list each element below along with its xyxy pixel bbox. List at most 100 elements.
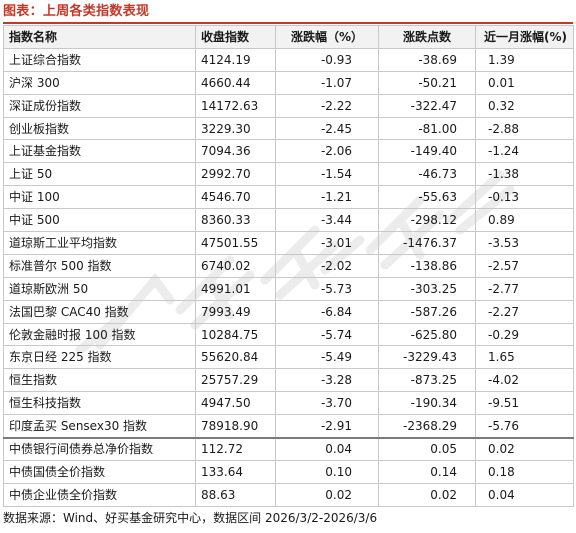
cell-pct: 0.02	[275, 483, 379, 507]
cell-close: 25757.29	[195, 368, 276, 393]
cell-close: 4546.70	[195, 185, 276, 210]
cell-month: -0.29	[475, 323, 574, 347]
cell-close: 78918.90	[195, 414, 276, 439]
cell-pts: 0.14	[378, 460, 476, 484]
table-row: 中债企业债全价指数 88.63 0.02 0.02 0.04	[3, 483, 574, 507]
cell-name: 道琼斯欧洲 50	[3, 277, 196, 301]
table-row: 中债银行间债券总净价指数 112.72 0.04 0.05 0.02	[3, 436, 574, 461]
table-row: 印度孟买 Sensex30 指数 78918.90 -2.91 -2368.29 -5.…	[3, 414, 574, 439]
header-pts: 涨跌点数	[378, 25, 476, 49]
cell-close: 55620.84	[195, 345, 276, 370]
cell-pts: -190.34	[378, 391, 476, 416]
cell-month: 0.32	[475, 94, 574, 118]
header-name: 指数名称	[3, 25, 196, 49]
cell-pct: -0.93	[275, 48, 379, 72]
cell-name: 上证基金指数	[3, 139, 196, 164]
table-row: 中债国债全价指数 133.64 0.10 0.14 0.18	[3, 460, 574, 484]
cell-month: 1.39	[475, 48, 574, 72]
table-row: 伦敦金融时报 100 指数 10284.75 -5.74 -625.80 -0.29	[3, 323, 574, 347]
table-row: 法国巴黎 CAC40 指数 7993.49 -6.84 -587.26 -2.27	[3, 300, 574, 324]
table-row: 上证综合指数 4124.19 -0.93 -38.69 1.39	[3, 48, 574, 72]
cell-name: 中证 100	[3, 185, 196, 210]
cell-pts: -46.73	[378, 162, 476, 187]
table-row: 标准普尔 500 指数 6740.02 -2.02 -138.86 -2.57	[3, 254, 574, 278]
cell-month: 0.89	[475, 208, 574, 233]
cell-pct: -2.22	[275, 94, 379, 118]
source-note: 数据来源：Wind、好买基金研究中心，数据区间 2026/3/2-2026/3/…	[3, 511, 378, 525]
cell-pts: -873.25	[378, 368, 476, 393]
cell-month: -2.57	[475, 254, 574, 278]
cell-pts: 0.05	[378, 436, 476, 461]
cell-month: 0.02	[475, 436, 574, 461]
header-pct: 涨跌幅（%）	[275, 25, 379, 49]
cell-pct: -5.73	[275, 277, 379, 301]
cell-name: 恒生指数	[3, 368, 196, 393]
cell-month: -5.76	[475, 414, 574, 439]
header-close: 收盘指数	[195, 25, 276, 49]
cell-month: -2.77	[475, 277, 574, 301]
header-row: 指数名称 收盘指数 涨跌幅（%） 涨跌点数 近一月涨幅(%)	[3, 25, 574, 49]
cell-month: -2.27	[475, 300, 574, 324]
cell-name: 沪深 300	[3, 71, 196, 95]
cell-month: -1.38	[475, 162, 574, 187]
table-row: 道琼斯欧洲 50 4991.01 -5.73 -303.25 -2.77	[3, 277, 574, 301]
cell-pct: -6.84	[275, 300, 379, 324]
table-row: 创业板指数 3229.30 -2.45 -81.00 -2.88	[3, 117, 574, 141]
cell-pts: -81.00	[378, 117, 476, 141]
cell-name: 东京日经 225 指数	[3, 345, 196, 370]
cell-pts: -50.21	[378, 71, 476, 95]
cell-close: 112.72	[195, 436, 276, 461]
cell-name: 上证 50	[3, 162, 196, 187]
cell-month: -1.24	[475, 139, 574, 164]
cell-pts: -38.69	[378, 48, 476, 72]
cell-pct: -3.70	[275, 391, 379, 416]
cell-close: 88.63	[195, 483, 276, 507]
cell-pct: -2.91	[275, 414, 379, 439]
cell-pts: -322.47	[378, 94, 476, 118]
cell-pts: -1476.37	[378, 231, 476, 255]
cell-name: 创业板指数	[3, 117, 196, 141]
cell-close: 10284.75	[195, 323, 276, 347]
table-row: 恒生科技指数 4947.50 -3.70 -190.34 -9.51	[3, 391, 574, 416]
cell-close: 7094.36	[195, 139, 276, 164]
cell-pct: -5.49	[275, 345, 379, 370]
header-month: 近一月涨幅(%)	[475, 25, 574, 49]
cell-month: -3.53	[475, 231, 574, 255]
cell-close: 4124.19	[195, 48, 276, 72]
cell-pts: -625.80	[378, 323, 476, 347]
cell-pct: -2.02	[275, 254, 379, 278]
cell-month: -4.02	[475, 368, 574, 393]
table-row: 上证 50 2992.70 -1.54 -46.73 -1.38	[3, 162, 574, 187]
cell-pct: -1.54	[275, 162, 379, 187]
figure-title: 图表：上周各类指数表现	[3, 4, 150, 19]
cell-pct: -3.28	[275, 368, 379, 393]
cell-pts: -3229.43	[378, 345, 476, 370]
cell-close: 3229.30	[195, 117, 276, 141]
table-row: 沪深 300 4660.44 -1.07 -50.21 0.01	[3, 71, 574, 95]
cell-pct: -2.06	[275, 139, 379, 164]
cell-pts: -2368.29	[378, 414, 476, 439]
cell-pts: -587.26	[378, 300, 476, 324]
table-row: 中证 500 8360.33 -3.44 -298.12 0.89	[3, 208, 574, 233]
cell-name: 上证综合指数	[3, 48, 196, 72]
cell-pct: -5.74	[275, 323, 379, 347]
cell-name: 伦敦金融时报 100 指数	[3, 323, 196, 347]
cell-pts: -149.40	[378, 139, 476, 164]
cell-pct: -1.07	[275, 71, 379, 95]
cell-month: 1.65	[475, 345, 574, 370]
cell-pts: -298.12	[378, 208, 476, 233]
cell-name: 印度孟买 Sensex30 指数	[3, 414, 196, 439]
cell-month: 0.01	[475, 71, 574, 95]
cell-close: 7993.49	[195, 300, 276, 324]
cell-pct: 0.10	[275, 460, 379, 484]
cell-name: 中债国债全价指数	[3, 460, 196, 484]
cell-pts: 0.02	[378, 483, 476, 507]
cell-close: 47501.55	[195, 231, 276, 255]
table-row: 上证基金指数 7094.36 -2.06 -149.40 -1.24	[3, 139, 574, 164]
cell-name: 中债企业债全价指数	[3, 483, 196, 507]
cell-pct: 0.04	[275, 436, 379, 461]
cell-close: 4660.44	[195, 71, 276, 95]
cell-name: 标准普尔 500 指数	[3, 254, 196, 278]
cell-pct: -3.01	[275, 231, 379, 255]
cell-name: 道琼斯工业平均指数	[3, 231, 196, 255]
